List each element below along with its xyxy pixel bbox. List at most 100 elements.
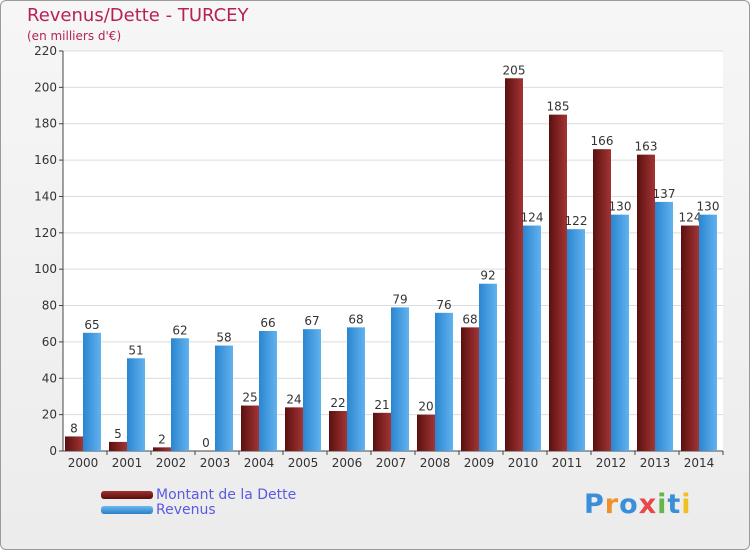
bar-dette — [505, 78, 523, 451]
y-tick-label: 40 — [42, 371, 57, 385]
bar-revenus — [215, 345, 233, 451]
logo-letter: t — [667, 489, 682, 520]
bar-dette — [549, 114, 567, 452]
bar-revenus — [259, 331, 277, 451]
bar-revenus — [435, 312, 453, 451]
bar-dette — [329, 411, 347, 451]
y-tick-label: 200 — [34, 80, 57, 94]
bar-revenus — [567, 229, 585, 451]
data-label-revenus: 92 — [480, 269, 495, 283]
x-tick-label: 2000 — [68, 456, 99, 470]
x-tick-label: 2003 — [200, 456, 231, 470]
logo-letter: x — [638, 489, 658, 520]
data-label-revenus: 62 — [172, 323, 187, 337]
data-label-revenus: 68 — [348, 312, 363, 326]
bar-dette — [109, 441, 127, 451]
y-tick-label: 160 — [34, 153, 57, 167]
bar-dette — [593, 149, 611, 451]
bar-revenus — [523, 225, 541, 451]
data-label-dette: 8 — [70, 421, 78, 435]
logo-letter: o — [619, 489, 639, 520]
data-label-revenus: 51 — [128, 343, 143, 357]
bar-revenus — [611, 214, 629, 451]
data-label-revenus: 58 — [216, 331, 231, 345]
bar-dette — [65, 436, 83, 451]
x-tick-label: 2010 — [508, 456, 539, 470]
logo-letter: r — [604, 489, 620, 520]
data-label-revenus: 137 — [653, 187, 676, 201]
bar-revenus — [127, 358, 145, 451]
data-label-dette: 20 — [418, 400, 433, 414]
legend-swatch-revenus — [101, 506, 153, 514]
data-label-dette: 24 — [286, 392, 301, 406]
bar-dette — [417, 414, 435, 451]
bar-revenus — [391, 307, 409, 451]
y-tick-label: 20 — [42, 408, 57, 422]
logo-letter: i — [681, 489, 692, 520]
bar-dette — [461, 327, 479, 451]
x-tick-label: 2013 — [640, 456, 671, 470]
x-tick-label: 2011 — [552, 456, 583, 470]
proxiti-logo: Proxiti — [584, 489, 692, 520]
logo-letter: i — [657, 489, 668, 520]
data-label-revenus: 76 — [436, 298, 451, 312]
x-tick-label: 2009 — [464, 456, 495, 470]
y-tick-label: 220 — [34, 44, 57, 58]
x-tick-label: 2001 — [112, 456, 143, 470]
bar-dette — [637, 154, 655, 452]
data-label-revenus: 130 — [697, 200, 720, 214]
data-label-dette: 163 — [635, 140, 658, 154]
data-label-dette: 166 — [591, 134, 614, 148]
data-label-dette: 0 — [202, 436, 210, 450]
data-label-revenus: 130 — [609, 200, 632, 214]
legend-label-dette: Montant de la Dette — [156, 487, 297, 503]
y-tick-label: 100 — [34, 262, 57, 276]
y-tick-label: 60 — [42, 335, 57, 349]
bar-dette — [241, 405, 259, 451]
data-label-revenus: 66 — [260, 316, 275, 330]
y-tick-label: 0 — [49, 444, 57, 458]
data-label-dette: 68 — [462, 312, 477, 326]
data-label-revenus: 65 — [84, 318, 99, 332]
y-tick-label: 120 — [34, 226, 57, 240]
x-tick-label: 2002 — [156, 456, 187, 470]
x-tick-label: 2014 — [684, 456, 715, 470]
legend-label-revenus: Revenus — [156, 502, 216, 518]
data-label-revenus: 67 — [304, 314, 319, 328]
legend-swatch-dette — [101, 491, 153, 499]
y-tick-label: 80 — [42, 299, 57, 313]
bar-revenus — [347, 327, 365, 451]
bar-dette — [285, 407, 303, 451]
data-label-dette: 5 — [114, 427, 122, 441]
x-tick-label: 2006 — [332, 456, 363, 470]
legend-item-dette: Montant de la Dette — [101, 487, 296, 503]
bar-dette — [153, 447, 171, 451]
bar-revenus — [83, 332, 101, 451]
data-label-revenus: 122 — [565, 214, 588, 228]
y-tick-label: 180 — [34, 117, 57, 131]
x-tick-label: 2008 — [420, 456, 451, 470]
legend-item-revenus: Revenus — [101, 502, 216, 518]
bar-dette — [681, 225, 699, 451]
chart-subtitle: (en milliers d'€) — [27, 29, 122, 43]
data-label-dette: 22 — [330, 396, 345, 410]
data-label-dette: 205 — [503, 63, 526, 77]
data-label-dette: 25 — [242, 391, 257, 405]
bar-revenus — [699, 214, 717, 451]
x-tick-label: 2012 — [596, 456, 627, 470]
x-tick-label: 2005 — [288, 456, 319, 470]
bar-revenus — [655, 201, 673, 451]
x-tick-label: 2004 — [244, 456, 275, 470]
data-label-dette: 21 — [374, 398, 389, 412]
bar-revenus — [171, 338, 189, 451]
logo-letter: P — [584, 489, 605, 520]
data-label-revenus: 79 — [392, 292, 407, 306]
data-label-revenus: 124 — [521, 211, 544, 225]
bar-dette — [373, 412, 391, 451]
bar-revenus — [303, 329, 321, 451]
data-label-dette: 185 — [547, 100, 570, 114]
data-label-dette: 2 — [158, 432, 166, 446]
chart-title: Revenus/Dette - TURCEY — [27, 5, 249, 26]
